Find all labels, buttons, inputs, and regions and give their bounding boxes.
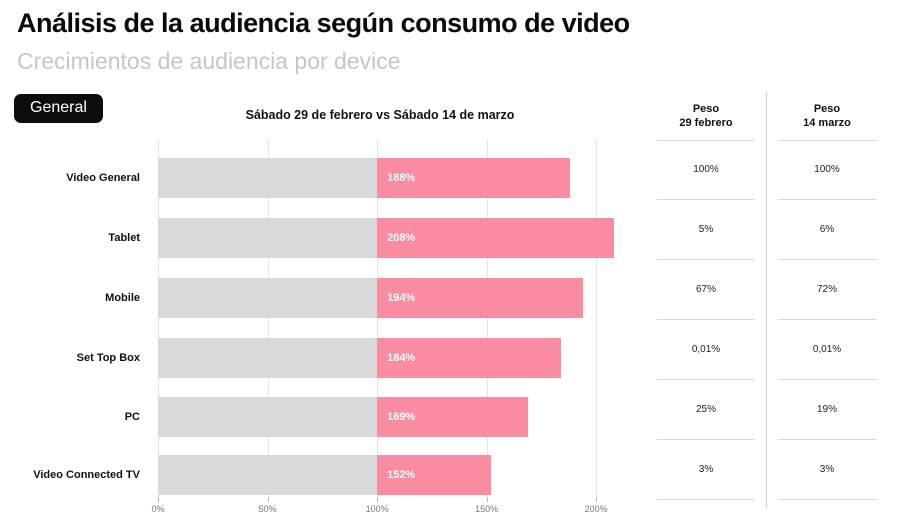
bar-growth-segment: 169% — [377, 397, 529, 437]
bar-value-label: 194% — [387, 292, 416, 304]
bar-row-mobile: 194% — [158, 278, 640, 318]
peso-value: 100% — [778, 140, 876, 200]
category-label-set-top-box: Set Top Box — [76, 352, 140, 364]
peso-header-line1: Peso — [813, 103, 841, 115]
gridline — [267, 140, 269, 497]
bar-growth-segment: 208% — [377, 218, 614, 258]
bar-base-segment — [158, 218, 378, 258]
gridline — [486, 140, 488, 497]
peso-header-line2: 14 marzo — [803, 117, 851, 129]
peso-column-29-febrero: Peso 29 febrero 100% 5% 67% 0,01% 25% 3% — [657, 92, 755, 502]
peso-value: 3% — [657, 440, 755, 500]
x-tick-mark — [596, 497, 598, 502]
header-underline — [778, 140, 876, 141]
peso-header-line1: Peso — [692, 103, 720, 115]
plot-area: 188% 208% 194% 184% 169% — [158, 140, 640, 497]
bar-growth-segment: 188% — [377, 158, 570, 198]
peso-value: 0,01% — [657, 320, 755, 380]
bar-base-segment — [158, 278, 378, 318]
category-label-pc: PC — [124, 411, 140, 423]
x-axis: 0% 50% 100% 150% 200% — [151, 497, 640, 519]
bar-growth-segment: 184% — [377, 338, 562, 378]
gridline — [377, 140, 379, 497]
bar-base-segment — [158, 455, 378, 495]
filter-badge-general[interactable]: General — [14, 94, 103, 123]
peso-value: 100% — [657, 140, 755, 200]
x-tick-label: 200% — [584, 504, 608, 514]
peso-value: 67% — [657, 260, 755, 320]
gridline — [596, 140, 598, 497]
bar-value-label: 208% — [387, 232, 416, 244]
column-divider — [766, 92, 767, 508]
bar-value-label: 152% — [387, 469, 416, 481]
x-tick-label: 150% — [475, 504, 499, 514]
bar-row-video-connected-tv: 152% — [158, 455, 640, 495]
x-tick-mark — [158, 497, 159, 502]
x-tick-mark — [486, 497, 488, 502]
peso-column-header: Peso 29 febrero — [657, 96, 755, 140]
bar-value-label: 188% — [387, 172, 416, 184]
peso-value: 72% — [778, 260, 876, 320]
bar-base-segment — [158, 338, 378, 378]
x-tick-mark — [377, 497, 379, 502]
x-tick-label: 0% — [151, 504, 165, 514]
peso-column-14-marzo: Peso 14 marzo 100% 6% 72% 0,01% 19% 3% — [778, 92, 876, 502]
peso-column-header: Peso 14 marzo — [778, 96, 876, 140]
peso-header-line2: 29 febrero — [679, 117, 733, 129]
peso-values: 100% 6% 72% 0,01% 19% 3% — [778, 140, 876, 500]
bar-value-label: 184% — [387, 352, 416, 364]
peso-value: 25% — [657, 380, 755, 440]
bar-base-segment — [158, 397, 378, 437]
category-label-video-connected-tv: Video Connected TV — [33, 469, 140, 481]
peso-value: 19% — [778, 380, 876, 440]
peso-values: 100% 5% 67% 0,01% 25% 3% — [657, 140, 755, 500]
bar-row-set-top-box: 184% — [158, 338, 640, 378]
category-label-video-general: Video General — [66, 172, 140, 184]
bar-row-video-general: 188% — [158, 158, 640, 198]
peso-value: 0,01% — [778, 320, 876, 380]
header-underline — [657, 140, 755, 141]
category-labels: Video General Tablet Mobile Set Top Box … — [0, 140, 148, 497]
gridline — [158, 140, 159, 497]
category-label-mobile: Mobile — [105, 292, 140, 304]
x-tick-label: 50% — [258, 504, 277, 514]
x-tick-mark — [267, 497, 269, 502]
bar-value-label: 169% — [387, 411, 416, 423]
bar-growth-segment: 194% — [377, 278, 584, 318]
bar-row-pc: 169% — [158, 397, 640, 437]
page-title: Análisis de la audiencia según consumo d… — [17, 8, 630, 38]
page-subtitle: Crecimientos de audiencia por device — [17, 48, 401, 74]
peso-value: 3% — [778, 440, 876, 500]
bar-row-tablet: 208% — [158, 218, 640, 258]
category-label-tablet: Tablet — [108, 232, 140, 244]
bar-base-segment — [158, 158, 378, 198]
x-tick-label: 100% — [365, 504, 389, 514]
peso-value: 6% — [778, 200, 876, 260]
bar-growth-segment: 152% — [377, 455, 491, 495]
chart-title: Sábado 29 de febrero vs Sábado 14 de mar… — [245, 108, 515, 122]
peso-value: 5% — [657, 200, 755, 260]
